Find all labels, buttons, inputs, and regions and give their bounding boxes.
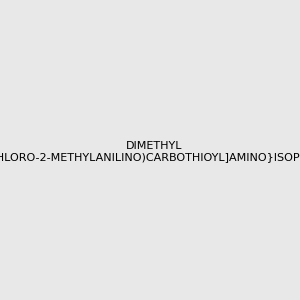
Text: DIMETHYL 5-{[(3-CHLORO-2-METHYLANILINO)CARBOTHIOYL]AMINO}ISOPHTHALATE: DIMETHYL 5-{[(3-CHLORO-2-METHYLANILINO)C… — [0, 141, 300, 162]
